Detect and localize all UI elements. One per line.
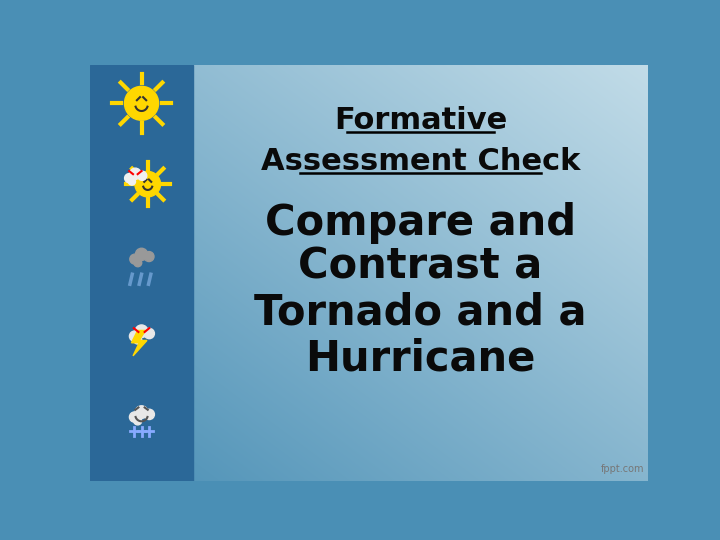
Circle shape (135, 171, 161, 197)
Circle shape (134, 417, 142, 425)
Text: Formative: Formative (334, 106, 507, 135)
Circle shape (138, 171, 147, 180)
Circle shape (130, 331, 140, 341)
Circle shape (128, 178, 135, 185)
Text: Tornado and a: Tornado and a (254, 292, 587, 334)
Circle shape (135, 325, 148, 338)
Text: Assessment Check: Assessment Check (261, 146, 580, 176)
Text: Hurricane: Hurricane (305, 338, 536, 380)
Circle shape (125, 86, 158, 120)
Circle shape (134, 259, 142, 267)
Circle shape (144, 409, 154, 420)
Circle shape (144, 252, 154, 261)
Text: Contrast a: Contrast a (298, 246, 543, 287)
Text: Compare and: Compare and (265, 201, 576, 244)
Circle shape (144, 328, 154, 339)
Polygon shape (132, 330, 147, 356)
Circle shape (134, 336, 142, 344)
Circle shape (130, 168, 141, 179)
Circle shape (125, 173, 134, 183)
Circle shape (135, 406, 148, 419)
Circle shape (135, 248, 148, 260)
Circle shape (130, 412, 140, 422)
Circle shape (130, 254, 140, 264)
Bar (90, 65, 193, 481)
Text: fppt.com: fppt.com (600, 464, 644, 475)
